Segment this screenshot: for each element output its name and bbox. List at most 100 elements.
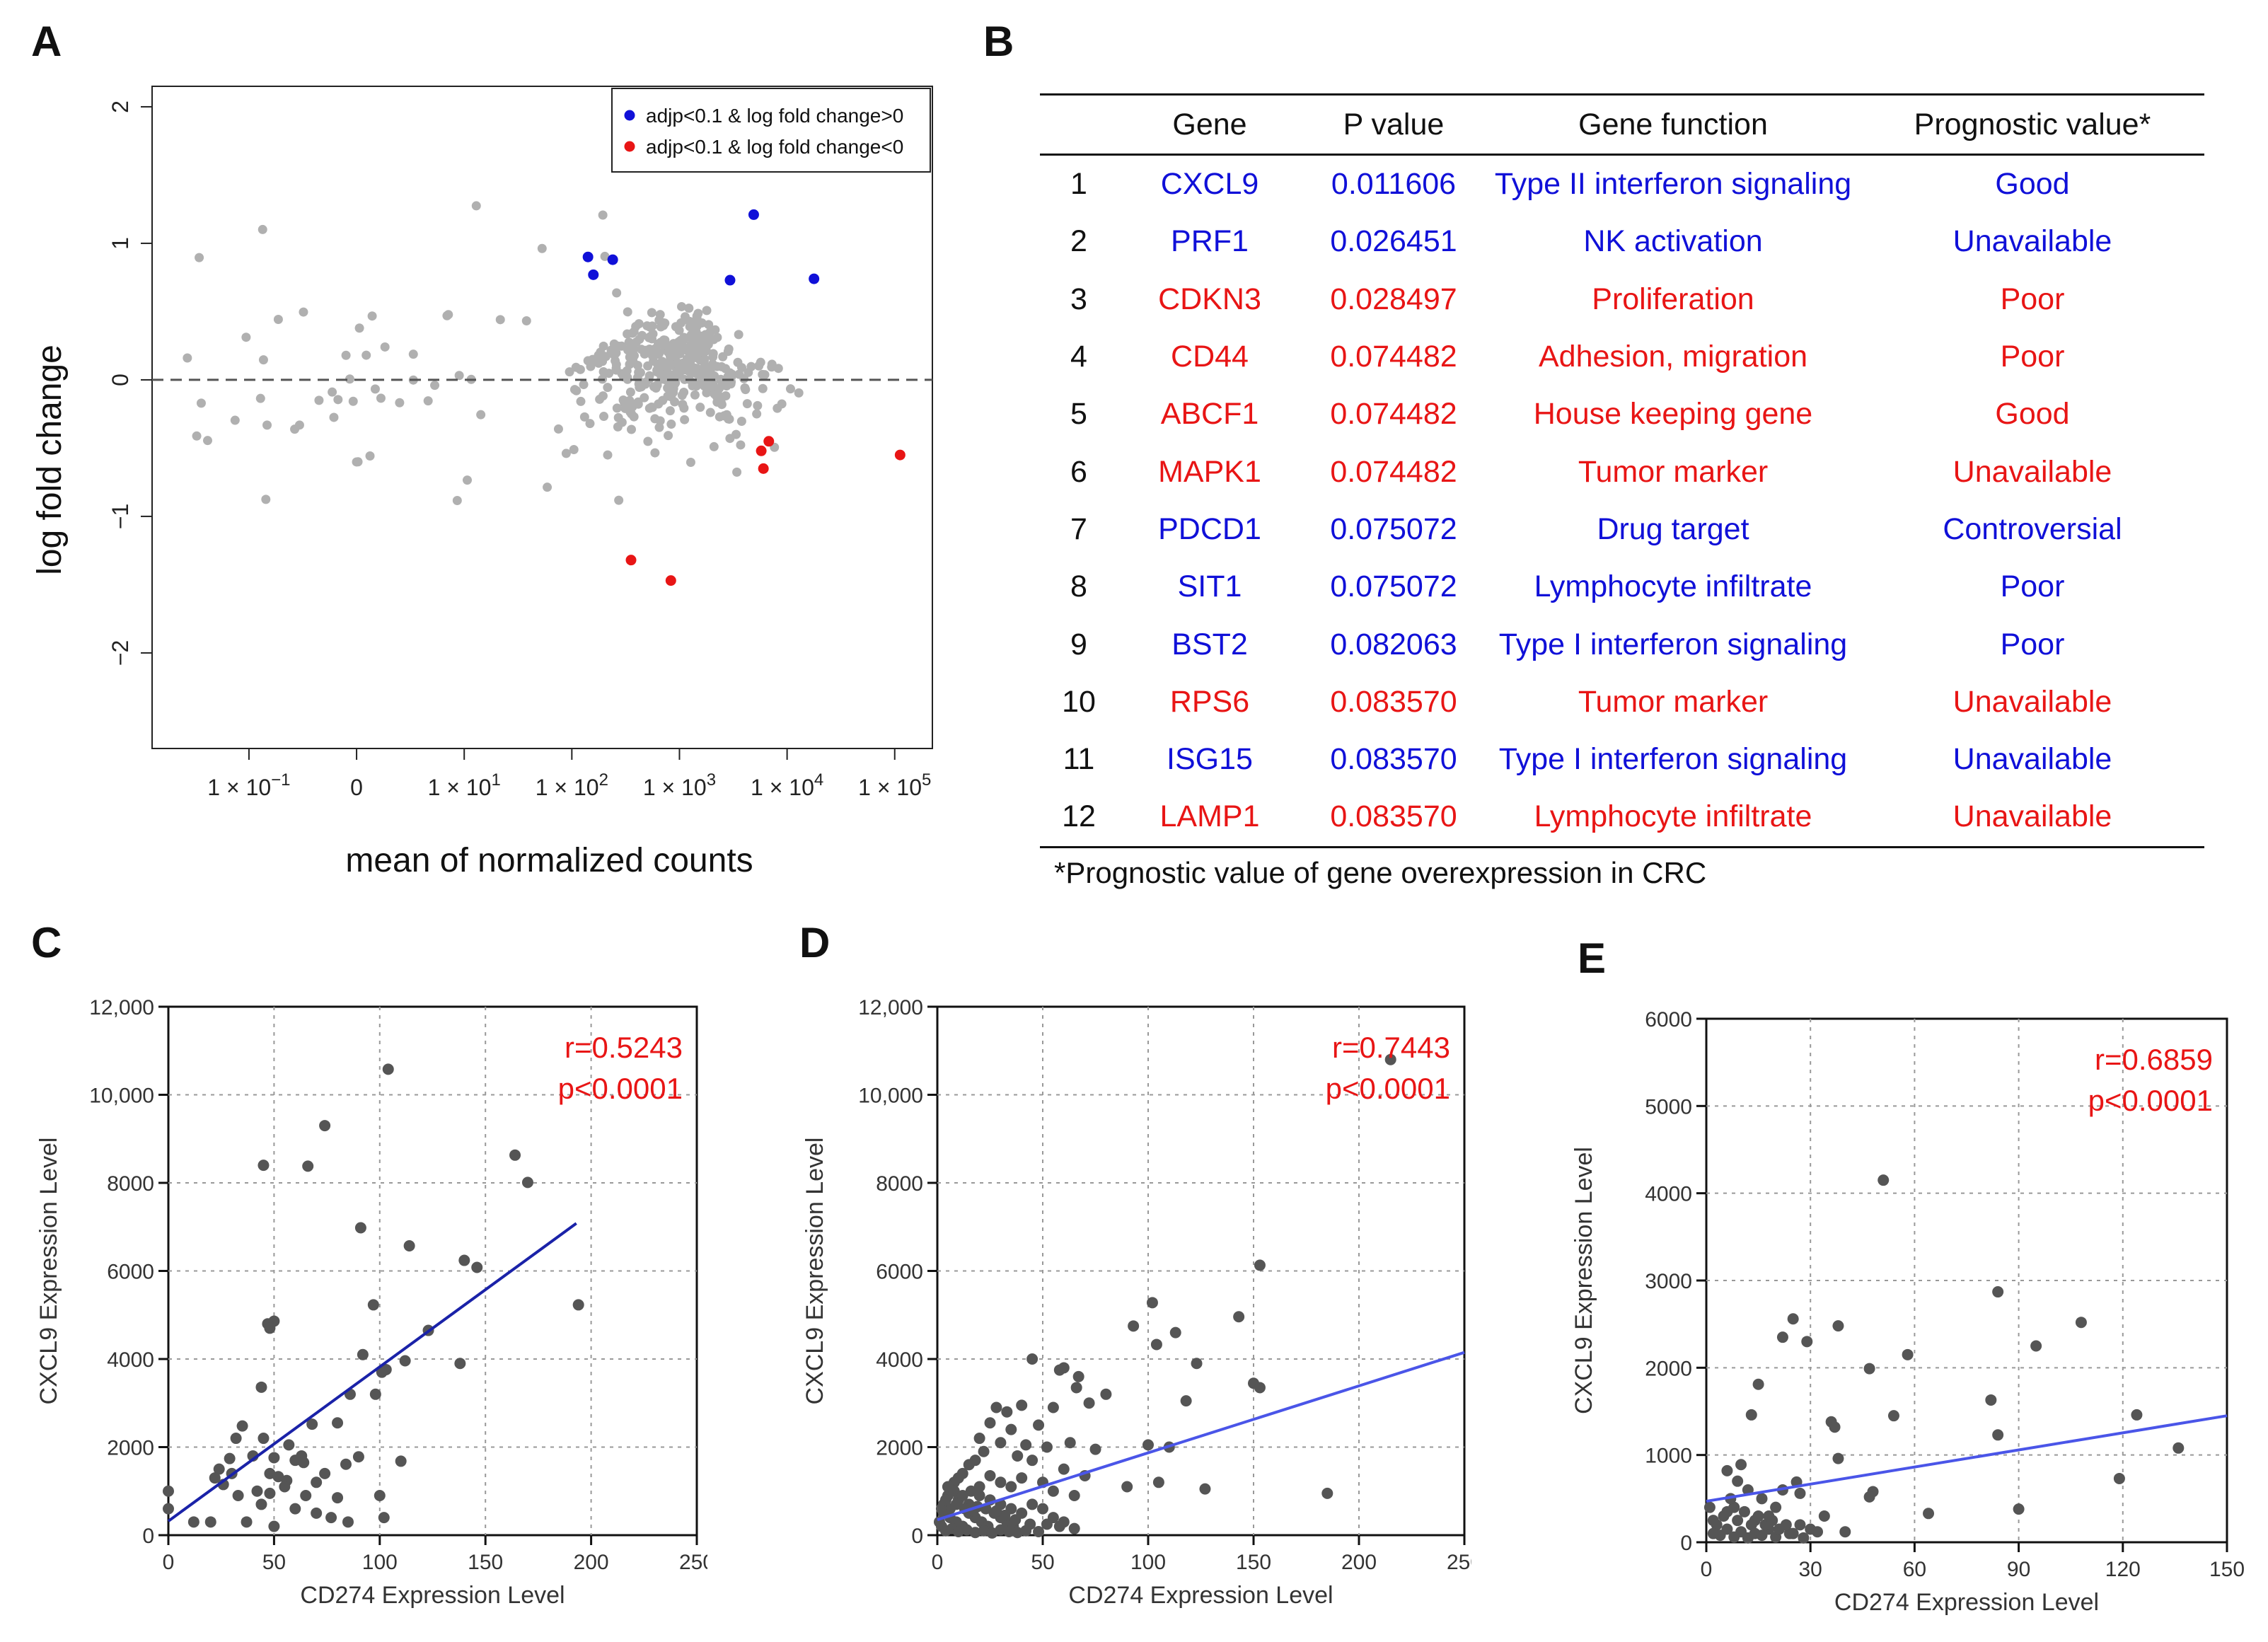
data-point <box>332 1492 344 1504</box>
data-point <box>1801 1336 1813 1348</box>
data-point <box>1068 1522 1080 1534</box>
data-point <box>1794 1519 1806 1531</box>
background-point <box>700 355 710 365</box>
background-point <box>594 350 603 360</box>
background-point <box>598 210 608 220</box>
data-point <box>1780 1519 1792 1531</box>
background-point <box>752 409 762 419</box>
table-row: 9 BST2 0.082063 Type I interferon signaling… <box>1040 615 2204 673</box>
background-point <box>294 420 304 430</box>
data-point <box>2172 1442 2185 1454</box>
x-tick-label: 1 × 101 <box>428 770 501 800</box>
background-point <box>688 367 698 377</box>
data-point <box>289 1455 301 1467</box>
data-point <box>990 1505 1002 1517</box>
data-point <box>1033 1526 1045 1538</box>
background-point <box>658 395 668 405</box>
background-point <box>452 495 462 505</box>
row-prognostic-value: Poor <box>2000 340 2065 374</box>
background-point <box>693 308 703 318</box>
data-point <box>1016 1399 1028 1411</box>
data-point <box>2131 1409 2143 1421</box>
header-p-value: P value <box>1343 107 1445 141</box>
header-gene: Gene <box>1172 107 1247 141</box>
data-point <box>1068 1489 1080 1501</box>
background-point <box>692 380 702 390</box>
x-tick-label: 1 × 105 <box>858 770 931 800</box>
data-point <box>1005 1423 1017 1435</box>
data-point <box>1902 1348 1914 1360</box>
y-axis-label: CXCL9 Expression Level <box>35 1138 62 1405</box>
down-regulated-point <box>763 436 775 447</box>
legend-label: adjp<0.1 & log fold change<0 <box>646 136 903 158</box>
background-point <box>569 385 579 395</box>
data-point <box>1001 1406 1013 1418</box>
x-tick-label: 250 <box>679 1551 707 1574</box>
y-tick-label: 10,000 <box>858 1085 923 1108</box>
data-point <box>2113 1472 2125 1484</box>
up-regulated-point <box>748 209 759 220</box>
data-point <box>1026 1353 1038 1365</box>
background-point <box>627 328 637 338</box>
background-point <box>705 407 715 417</box>
x-tick-label: 30 <box>1799 1558 1822 1581</box>
data-point <box>952 1526 964 1538</box>
background-point <box>634 319 644 329</box>
data-point <box>1053 1364 1065 1376</box>
background-point <box>329 412 339 422</box>
background-point <box>195 253 204 262</box>
row-p-value: 0.074482 <box>1330 340 1457 374</box>
data-point <box>354 1222 366 1234</box>
panel-label-d: D <box>799 919 831 966</box>
background-point <box>299 307 308 317</box>
x-tick-label: 0 <box>1701 1558 1713 1581</box>
data-point <box>948 1485 960 1497</box>
y-tick-label: 10,000 <box>89 1085 154 1108</box>
header-prognostic-value: Prognostic value* <box>1914 107 2151 141</box>
background-point <box>705 328 714 337</box>
x-axis-label: CD274 Expression Level <box>1834 1589 2099 1616</box>
data-point <box>1721 1523 1733 1535</box>
data-point <box>1721 1464 1733 1476</box>
background-point <box>717 362 727 371</box>
background-point <box>623 307 632 317</box>
data-point <box>1992 1286 2004 1298</box>
background-point <box>676 335 685 345</box>
x-tick-label: 150 <box>1236 1551 1271 1574</box>
header-gene-function: Gene function <box>1578 107 1768 141</box>
background-point <box>575 364 585 374</box>
background-point <box>758 369 768 379</box>
data-point <box>939 1494 951 1506</box>
data-point <box>1024 1518 1036 1530</box>
legend-marker <box>624 141 635 152</box>
row-gene-function: Adhesion, migration <box>1538 340 1808 374</box>
row-index: 10 <box>1062 684 1096 719</box>
background-point <box>635 368 645 378</box>
data-point <box>950 1498 962 1510</box>
data-point <box>204 1516 216 1528</box>
correlation-r-value: r=0.5243 <box>565 1031 683 1064</box>
row-gene-function: Tumor marker <box>1578 454 1769 489</box>
background-point <box>692 321 702 331</box>
row-gene: CD44 <box>1171 340 1249 374</box>
y-tick-label: 4000 <box>107 1348 154 1372</box>
y-axis-label: CXCL9 Expression Level <box>1570 1147 1597 1414</box>
background-point <box>670 397 680 407</box>
background-point <box>642 321 652 331</box>
row-gene-function: Proliferation <box>1592 282 1754 316</box>
background-point <box>732 467 742 477</box>
data-point <box>2013 1503 2025 1515</box>
x-tick-label: 150 <box>2209 1558 2245 1581</box>
data-point <box>1794 1487 1806 1499</box>
background-point <box>684 303 694 313</box>
x-tick-label: 200 <box>574 1551 609 1574</box>
background-point <box>314 395 324 405</box>
data-point <box>1863 1363 1875 1375</box>
table-row: 11 ISG15 0.083570 Type I interferon signali… <box>1040 731 2204 788</box>
row-index: 12 <box>1062 799 1096 834</box>
row-p-value: 0.011606 <box>1331 167 1457 202</box>
background-point <box>598 341 608 351</box>
y-tick-label: 8000 <box>107 1172 154 1196</box>
background-point <box>635 335 644 345</box>
up-regulated-point <box>588 269 599 280</box>
